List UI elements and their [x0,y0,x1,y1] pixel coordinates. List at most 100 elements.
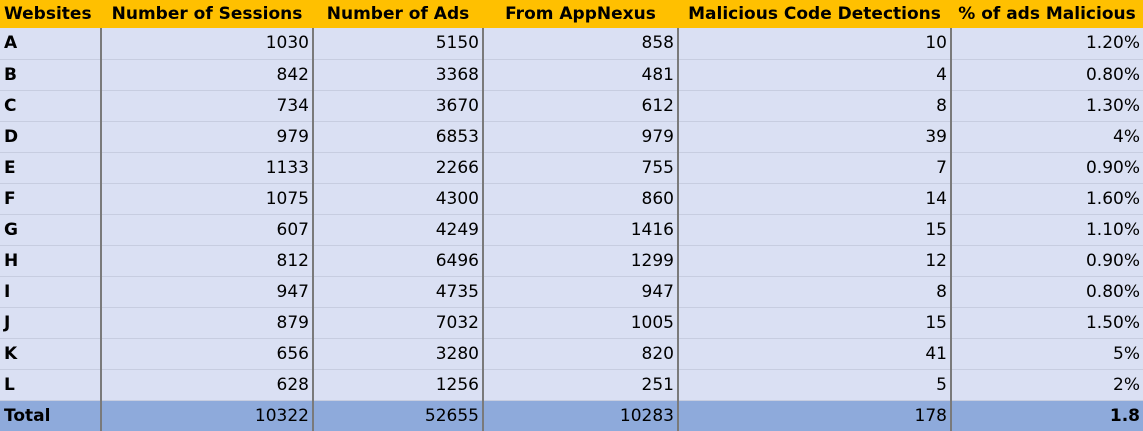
website-cell: C [0,90,101,122]
total-value: 178 [677,400,951,431]
value-cell: 812 [100,245,313,277]
value-cell: 14 [677,183,951,215]
table-row: I 947 4735 947 8 0.80% [0,276,1143,308]
value-cell: 820 [482,338,678,370]
value-cell: 858 [482,28,678,60]
value-cell: 628 [100,369,313,401]
website-cell: I [0,276,101,308]
table-row: G 607 4249 1416 15 1.10% [0,214,1143,246]
value-cell: 3670 [312,90,483,122]
total-value: 52655 [312,400,483,431]
value-cell: 8 [677,90,951,122]
total-label: Total [0,400,101,431]
website-cell: H [0,245,101,277]
table-row: F 1075 4300 860 14 1.60% [0,183,1143,215]
value-cell: 0.80% [950,276,1143,308]
website-cell: J [0,307,101,339]
value-cell: 947 [482,276,678,308]
value-cell: 1.20% [950,28,1143,60]
value-cell: 3368 [312,59,483,91]
value-cell: 1.10% [950,214,1143,246]
value-cell: 607 [100,214,313,246]
value-cell: 6853 [312,121,483,153]
website-cell: E [0,152,101,184]
value-cell: 979 [100,121,313,153]
value-cell: 2266 [312,152,483,184]
value-cell: 879 [100,307,313,339]
value-cell: 1005 [482,307,678,339]
column-header: Number of Ads [313,0,483,28]
value-cell: 1.50% [950,307,1143,339]
column-header: Malicious Code Detections [678,0,951,28]
website-cell: D [0,121,101,153]
table-body: A 1030 5150 858 10 1.20% B 842 3368 481 4 0.80% C 734… [0,28,1143,431]
value-cell: 0.80% [950,59,1143,91]
table-row: D 979 6853 979 39 4% [0,121,1143,153]
website-cell: B [0,59,101,91]
website-cell: G [0,214,101,246]
column-header: From AppNexus [483,0,678,28]
value-cell: 755 [482,152,678,184]
value-cell: 41 [677,338,951,370]
table-row: C 734 3670 612 8 1.30% [0,90,1143,122]
value-cell: 979 [482,121,678,153]
value-cell: 481 [482,59,678,91]
total-value: 10322 [100,400,313,431]
value-cell: 860 [482,183,678,215]
value-cell: 0.90% [950,245,1143,277]
value-cell: 4300 [312,183,483,215]
header-row: Websites Number of Sessions Number of Ads F… [0,0,1143,28]
website-cell: K [0,338,101,370]
value-cell: 12 [677,245,951,277]
value-cell: 1.30% [950,90,1143,122]
total-value: 1.8 [950,400,1143,431]
value-cell: 4 [677,59,951,91]
value-cell: 5% [950,338,1143,370]
value-cell: 1133 [100,152,313,184]
website-cell: L [0,369,101,401]
value-cell: 612 [482,90,678,122]
value-cell: 39 [677,121,951,153]
value-cell: 4249 [312,214,483,246]
table-row: E 1133 2266 755 7 0.90% [0,152,1143,184]
value-cell: 2% [950,369,1143,401]
value-cell: 842 [100,59,313,91]
value-cell: 1030 [100,28,313,60]
column-header: % of ads Malicious [951,0,1143,28]
total-value: 10283 [482,400,678,431]
value-cell: 5 [677,369,951,401]
value-cell: 1416 [482,214,678,246]
column-header: Number of Sessions [101,0,313,28]
table-row: A 1030 5150 858 10 1.20% [0,28,1143,60]
value-cell: 15 [677,214,951,246]
value-cell: 15 [677,307,951,339]
value-cell: 4% [950,121,1143,153]
value-cell: 8 [677,276,951,308]
value-cell: 7032 [312,307,483,339]
value-cell: 1256 [312,369,483,401]
value-cell: 7 [677,152,951,184]
table-row: K 656 3280 820 41 5% [0,338,1143,370]
column-header: Websites [0,0,101,28]
table-row: H 812 6496 1299 12 0.90% [0,245,1143,277]
value-cell: 10 [677,28,951,60]
value-cell: 4735 [312,276,483,308]
value-cell: 0.90% [950,152,1143,184]
value-cell: 1.60% [950,183,1143,215]
value-cell: 1075 [100,183,313,215]
value-cell: 6496 [312,245,483,277]
table-row: J 879 7032 1005 15 1.50% [0,307,1143,339]
total-row: Total 10322 52655 10283 178 1.8 [0,400,1143,431]
value-cell: 5150 [312,28,483,60]
value-cell: 947 [100,276,313,308]
website-cell: A [0,28,101,60]
table-row: B 842 3368 481 4 0.80% [0,59,1143,91]
value-cell: 3280 [312,338,483,370]
website-cell: F [0,183,101,215]
value-cell: 734 [100,90,313,122]
table-row: L 628 1256 251 5 2% [0,369,1143,401]
value-cell: 251 [482,369,678,401]
value-cell: 1299 [482,245,678,277]
value-cell: 656 [100,338,313,370]
